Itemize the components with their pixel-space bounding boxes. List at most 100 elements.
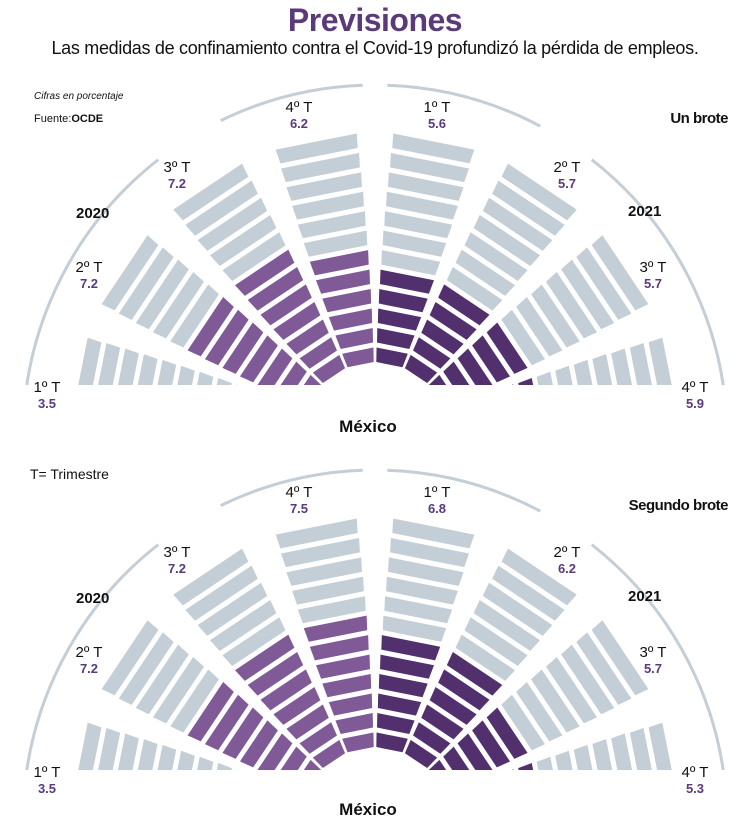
- bar-segment-empty: [446, 266, 503, 311]
- bar-segment-empty: [390, 152, 470, 183]
- quarter-value: 3.5: [37, 396, 57, 411]
- bar-segment-empty: [388, 172, 464, 201]
- quarter-label: 3º T 5.7: [628, 645, 678, 677]
- quarter-value: 7.2: [79, 276, 99, 291]
- quarter-value: 5.7: [557, 176, 577, 191]
- bar-segment-empty: [591, 235, 649, 311]
- bar-segment-empty: [275, 133, 358, 164]
- quarter-name: 3º T: [639, 259, 667, 276]
- bar-segment-empty: [531, 669, 580, 733]
- quarter-label: 1º T 3.5: [22, 765, 72, 797]
- center-label: México: [339, 417, 397, 436]
- bar-segment-empty: [297, 211, 366, 239]
- units-note: Cifras en porcentaje: [34, 91, 124, 102]
- bar-segment-filled: [518, 378, 534, 385]
- quarter-value: 5.7: [643, 276, 663, 291]
- bar-segment-empty: [561, 644, 615, 715]
- bar-segment-filled: [273, 301, 321, 340]
- bar-segment-filled: [303, 374, 322, 385]
- quarter-name: 1º T: [33, 764, 61, 781]
- bar-segment-filled: [457, 733, 493, 770]
- bar-segment-empty: [275, 518, 358, 549]
- quarter-name: 4º T: [285, 484, 313, 501]
- bar-segment-filled: [511, 384, 514, 385]
- bar-segment-filled: [378, 289, 428, 313]
- bar-segment-filled: [187, 682, 234, 742]
- subtitle: Las medidas de confinamiento contra el C…: [51, 38, 699, 58]
- bar-segment-filled: [380, 654, 434, 679]
- quarter-value: 7.2: [79, 661, 99, 676]
- quarter-name: 3º T: [163, 544, 191, 561]
- quarter-name: 1º T: [33, 379, 61, 396]
- bar-segment-filled: [376, 713, 415, 734]
- bar-segment-filled: [380, 269, 434, 294]
- bar-segment-filled: [257, 348, 293, 385]
- bar-segment-filled: [187, 297, 234, 357]
- bar-segment-filled: [239, 335, 278, 383]
- bar-segment-empty: [386, 576, 458, 605]
- bar-segment-filled: [342, 732, 374, 753]
- bar-segment-filled: [428, 374, 447, 385]
- quarter-value: 6.8: [427, 501, 447, 516]
- bar-segment-empty: [118, 632, 174, 705]
- bar-segment-empty: [117, 348, 139, 385]
- quarter-name: 4º T: [681, 379, 709, 396]
- bar-segment-empty: [152, 271, 204, 339]
- bar-segment-empty: [170, 669, 219, 733]
- quarter-label: 1º T 3.5: [22, 380, 72, 412]
- bar-segment-empty: [392, 133, 475, 164]
- bar-segment-empty: [303, 230, 368, 257]
- bar-segment-empty: [292, 191, 364, 220]
- quarter-label: 2º T 7.2: [64, 645, 114, 677]
- year-label-2021: 2021: [628, 203, 662, 220]
- outer-arc: [220, 468, 363, 507]
- bar-segment-filled: [299, 337, 337, 369]
- outer-arc: [220, 83, 363, 122]
- bar-segment-empty: [592, 739, 613, 770]
- bar-segment-empty: [381, 250, 441, 276]
- bar-segment-empty: [236, 769, 239, 770]
- title: Previsiones: [287, 2, 463, 38]
- bar-segment-empty: [648, 722, 672, 770]
- legend: T= Trimestre: [30, 466, 109, 482]
- quarter-value: 7.2: [167, 176, 187, 191]
- bar-segment-filled: [429, 301, 477, 340]
- bar-segment-empty: [492, 565, 565, 621]
- quarter-name: 2º T: [75, 259, 103, 276]
- bar-segment-empty: [286, 557, 362, 586]
- bar-segment-empty: [516, 682, 563, 742]
- bar-segment-filled: [429, 686, 477, 725]
- bar-segment-empty: [546, 656, 598, 724]
- bar-segment-empty: [222, 617, 286, 666]
- bar-segment-empty: [135, 644, 189, 715]
- bar-segment-empty: [384, 211, 453, 239]
- quarter-name: 1º T: [423, 99, 451, 116]
- bar-segment-empty: [464, 617, 528, 666]
- bar-segment-filled: [376, 328, 415, 349]
- bar-segment-empty: [101, 235, 159, 311]
- bar-segment-empty: [501, 309, 546, 366]
- bar-segment-empty: [501, 548, 577, 606]
- bar-segment-filled: [322, 674, 372, 698]
- radial-bars: [25, 83, 725, 385]
- bar-segment-filled: [457, 348, 493, 385]
- bar-segment-filled: [260, 284, 312, 326]
- bar-segment-empty: [280, 152, 360, 183]
- quarter-name: 3º T: [639, 644, 667, 661]
- quarter-value: 7.5: [289, 501, 309, 516]
- bar-segment-filled: [378, 674, 428, 698]
- bar-segment-filled: [438, 284, 490, 326]
- bar-segment-empty: [555, 750, 573, 770]
- bar-segment-filled: [222, 707, 264, 759]
- bar-segment-filled: [312, 354, 346, 384]
- quarter-name: 4º T: [285, 99, 313, 116]
- quarter-label: 3º T 5.7: [628, 260, 678, 292]
- quarter-label: 4º T 5.9: [670, 380, 720, 412]
- bar-segment-filled: [342, 347, 374, 368]
- quarter-value: 7.2: [167, 561, 187, 576]
- bar-segment-filled: [421, 319, 464, 355]
- year-label-2020: 2020: [76, 590, 110, 607]
- bar-segment-empty: [386, 191, 458, 220]
- quarter-value: 5.6: [427, 116, 447, 131]
- bar-segment-empty: [101, 620, 159, 696]
